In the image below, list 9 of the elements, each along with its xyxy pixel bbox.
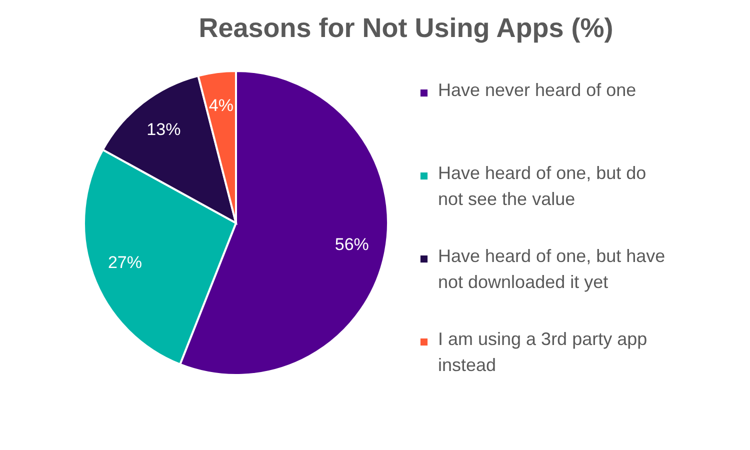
data-label: 56%	[334, 235, 369, 254]
legend-label: Have never heard of one	[438, 80, 636, 100]
legend-label: I am using a 3rd party app instead	[438, 329, 648, 375]
data-label: 27%	[108, 252, 142, 272]
data-label: 13%	[146, 120, 181, 139]
legend-label: Have heard of one, but do not see the value	[438, 163, 646, 209]
legend-label: Have heard of one, but have not downloaded it yet	[438, 246, 666, 292]
data-label: 4%	[208, 96, 234, 115]
chart-title: Reasons for Not Using Apps (%)	[198, 13, 614, 43]
